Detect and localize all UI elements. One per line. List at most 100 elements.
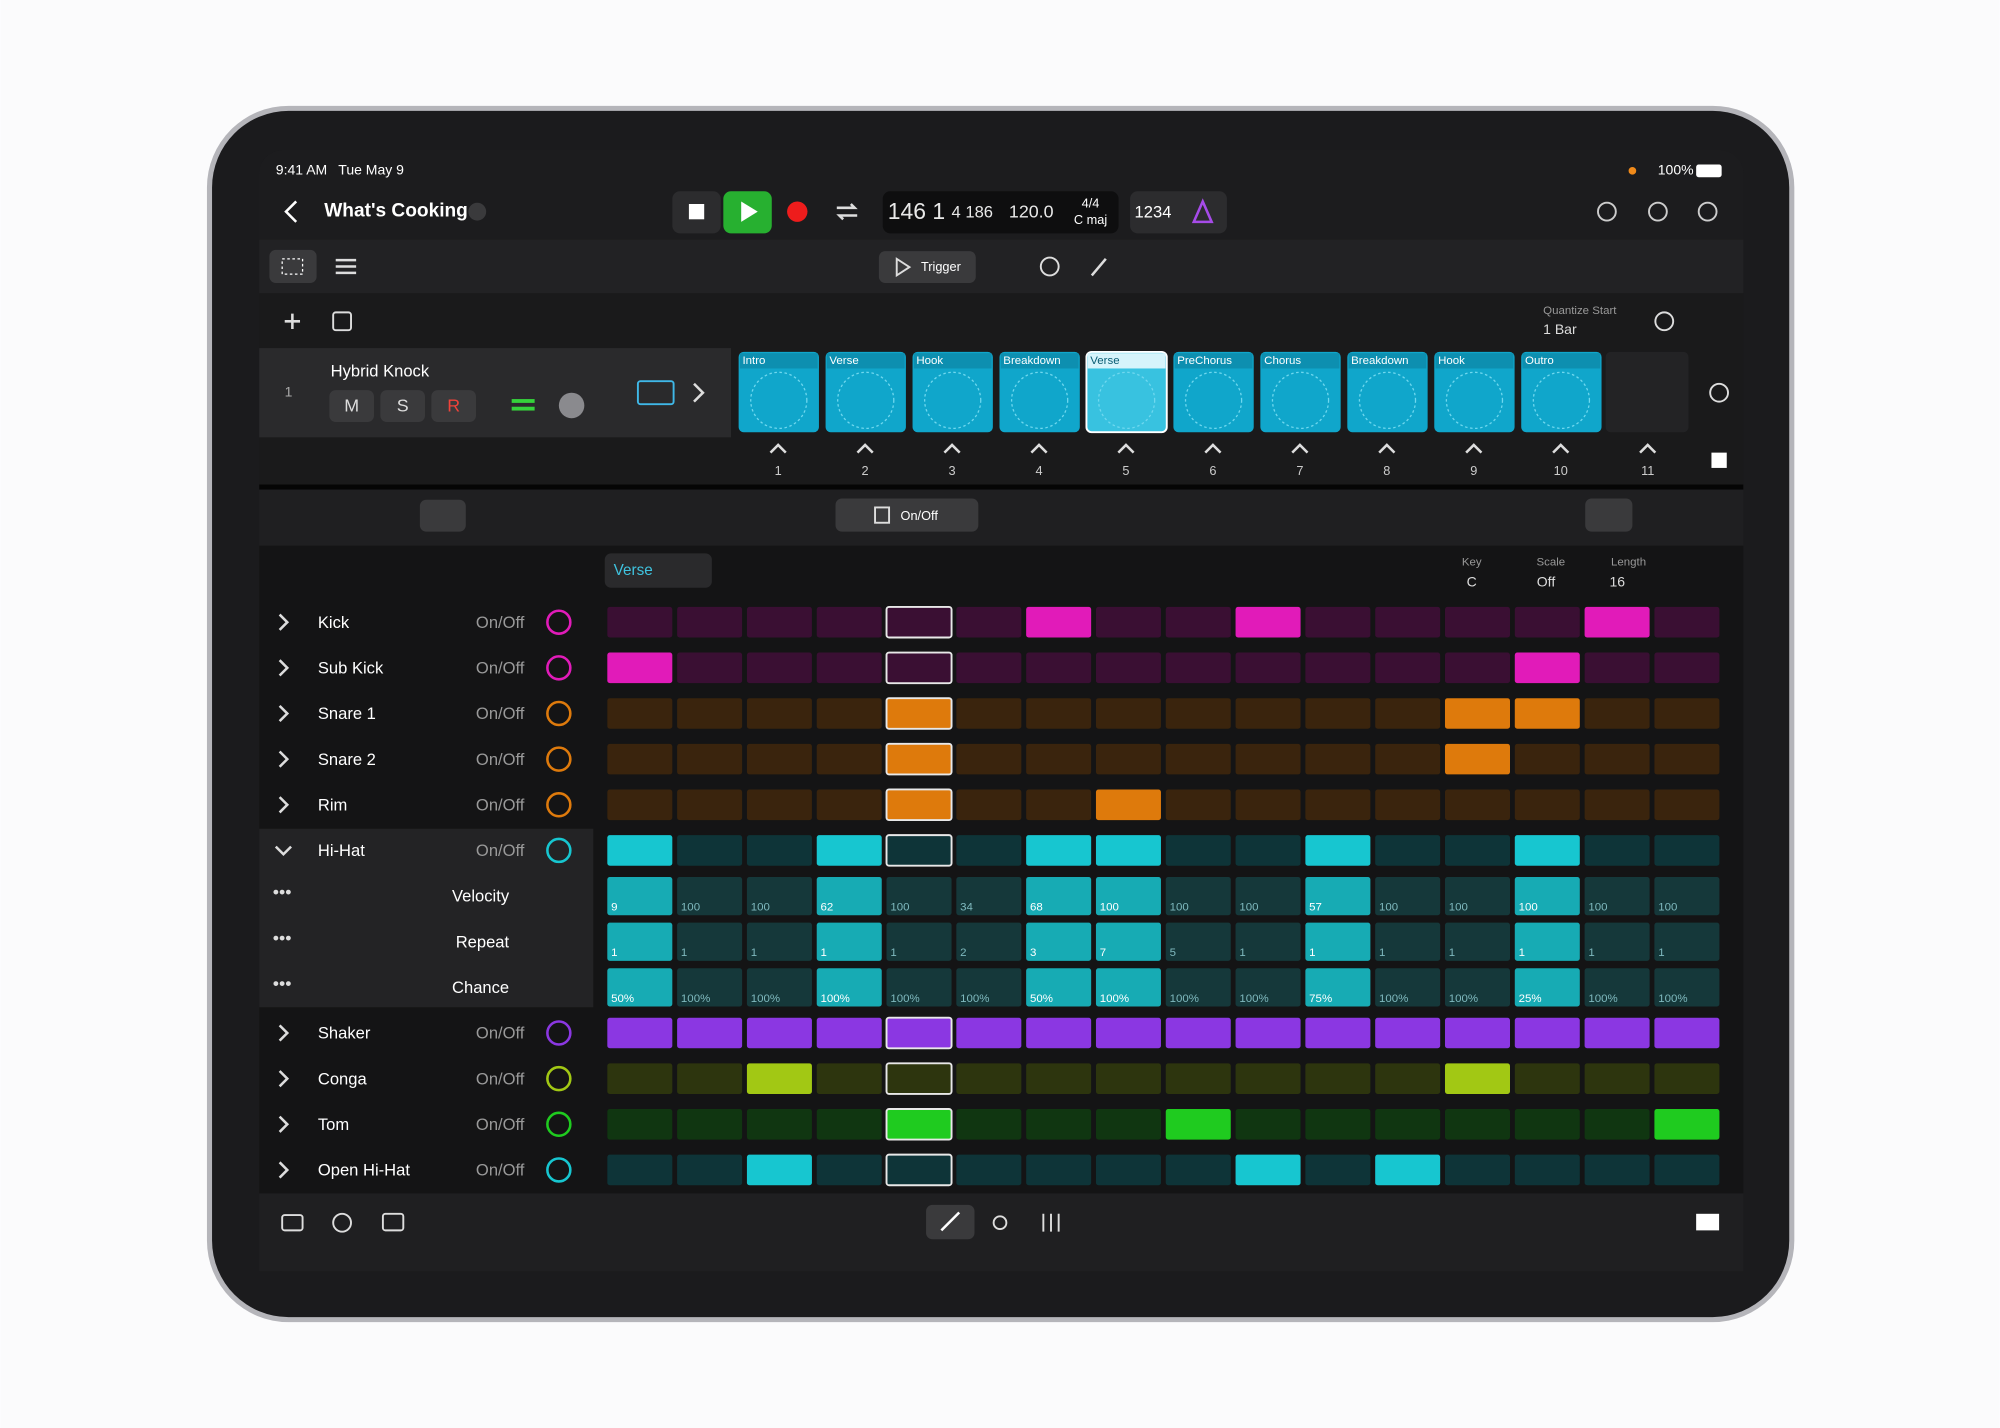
step[interactable]: [1375, 835, 1441, 866]
step[interactable]: [1444, 1154, 1510, 1186]
lane-cell[interactable]: [886, 876, 952, 916]
step[interactable]: [956, 743, 1022, 775]
lane-cell[interactable]: [956, 922, 1022, 961]
scene-trigger[interactable]: [1378, 443, 1396, 454]
record-loop[interactable]: [1039, 256, 1060, 277]
lane-cell[interactable]: [816, 922, 882, 961]
step[interactable]: [956, 1063, 1022, 1094]
count-in[interactable]: 1234: [1135, 202, 1172, 221]
lane-cell[interactable]: [1165, 968, 1231, 1007]
step[interactable]: [677, 789, 743, 821]
lane-cell[interactable]: [677, 876, 743, 916]
step[interactable]: [1026, 698, 1092, 729]
step[interactable]: [607, 1108, 673, 1140]
step[interactable]: [1235, 835, 1301, 866]
track-button[interactable]: [431, 390, 476, 423]
step[interactable]: [607, 789, 673, 821]
step[interactable]: [1375, 1108, 1441, 1140]
step[interactable]: [1584, 1154, 1650, 1186]
pattern-name-box[interactable]: [604, 553, 712, 588]
loop-cell[interactable]: [912, 351, 993, 433]
lane-cell[interactable]: [1305, 968, 1371, 1007]
add-track[interactable]: [284, 313, 301, 329]
lane-cell[interactable]: [1444, 968, 1510, 1007]
lane-cell[interactable]: [1095, 968, 1161, 1007]
step[interactable]: [1305, 698, 1371, 729]
lane-cell[interactable]: [607, 876, 673, 916]
scene-trigger[interactable]: [1291, 443, 1309, 454]
step[interactable]: [1165, 1154, 1231, 1186]
step[interactable]: [1514, 1108, 1580, 1140]
step[interactable]: [1235, 652, 1301, 684]
step[interactable]: [1654, 789, 1720, 821]
step[interactable]: [1026, 743, 1092, 775]
step[interactable]: [1095, 835, 1161, 866]
step[interactable]: [1165, 1063, 1231, 1094]
scene-trigger[interactable]: [1465, 443, 1483, 454]
expand-chevron[interactable]: [278, 1161, 290, 1179]
step[interactable]: [746, 1063, 812, 1094]
row-mode[interactable]: On/Off: [476, 795, 525, 814]
step[interactable]: [746, 1108, 812, 1140]
step[interactable]: [1235, 789, 1301, 821]
mode-selector[interactable]: [835, 498, 979, 532]
lane-cell[interactable]: [1444, 876, 1510, 916]
step[interactable]: [1165, 606, 1231, 638]
step[interactable]: [1375, 743, 1441, 775]
step[interactable]: [607, 1154, 673, 1186]
step[interactable]: [1235, 1063, 1301, 1094]
step[interactable]: [956, 789, 1022, 821]
expand-chevron[interactable]: [278, 1024, 290, 1042]
lane-cell[interactable]: [1444, 922, 1510, 961]
lane-cell[interactable]: [677, 922, 743, 961]
step[interactable]: [1654, 652, 1720, 684]
loop-cell[interactable]: [825, 351, 906, 433]
step[interactable]: [816, 743, 882, 775]
help[interactable]: [1648, 201, 1668, 222]
step[interactable]: [1654, 1108, 1720, 1140]
grid-view-button[interactable]: [269, 249, 317, 284]
smart-controls[interactable]: [992, 1215, 1008, 1231]
key-value[interactable]: C: [1467, 573, 1477, 589]
row-mode[interactable]: On/Off: [476, 750, 525, 769]
step[interactable]: [956, 698, 1022, 729]
loop-cell[interactable]: [1085, 350, 1168, 434]
lane-cell[interactable]: [677, 968, 743, 1007]
step[interactable]: [1584, 1017, 1650, 1049]
step[interactable]: [1584, 835, 1650, 866]
step[interactable]: [746, 1017, 812, 1049]
step[interactable]: [1584, 1063, 1650, 1094]
step[interactable]: [1444, 1017, 1510, 1049]
lane-cell[interactable]: [1026, 876, 1092, 916]
lane-cell[interactable]: [607, 968, 673, 1007]
scene-trigger[interactable]: [1204, 443, 1222, 454]
step[interactable]: [816, 1108, 882, 1140]
project-menu[interactable]: [468, 202, 487, 221]
step[interactable]: [885, 1153, 953, 1187]
step[interactable]: [1375, 606, 1441, 638]
lane-cell[interactable]: [1375, 968, 1441, 1007]
step[interactable]: [677, 743, 743, 775]
step[interactable]: [956, 652, 1022, 684]
lane-cell[interactable]: [1095, 922, 1161, 961]
step[interactable]: [1305, 743, 1371, 775]
lane-cell[interactable]: [746, 922, 812, 961]
step[interactable]: [1165, 652, 1231, 684]
lane-cell[interactable]: [1375, 876, 1441, 916]
edit-pencil[interactable]: [1090, 258, 1107, 277]
step[interactable]: [746, 652, 812, 684]
loop-cell[interactable]: [738, 351, 819, 433]
step[interactable]: [1584, 698, 1650, 729]
lane-cell[interactable]: [816, 876, 882, 916]
step[interactable]: [607, 698, 673, 729]
step[interactable]: [816, 698, 882, 729]
step[interactable]: [607, 835, 673, 866]
step[interactable]: [1514, 1154, 1580, 1186]
step[interactable]: [1375, 1063, 1441, 1094]
step[interactable]: [1095, 1017, 1161, 1049]
lane-cell[interactable]: [1654, 876, 1720, 916]
step[interactable]: [1026, 835, 1092, 866]
lane-cell[interactable]: [956, 876, 1022, 916]
lane-name[interactable]: Chance: [452, 978, 509, 997]
step[interactable]: [1444, 652, 1510, 684]
